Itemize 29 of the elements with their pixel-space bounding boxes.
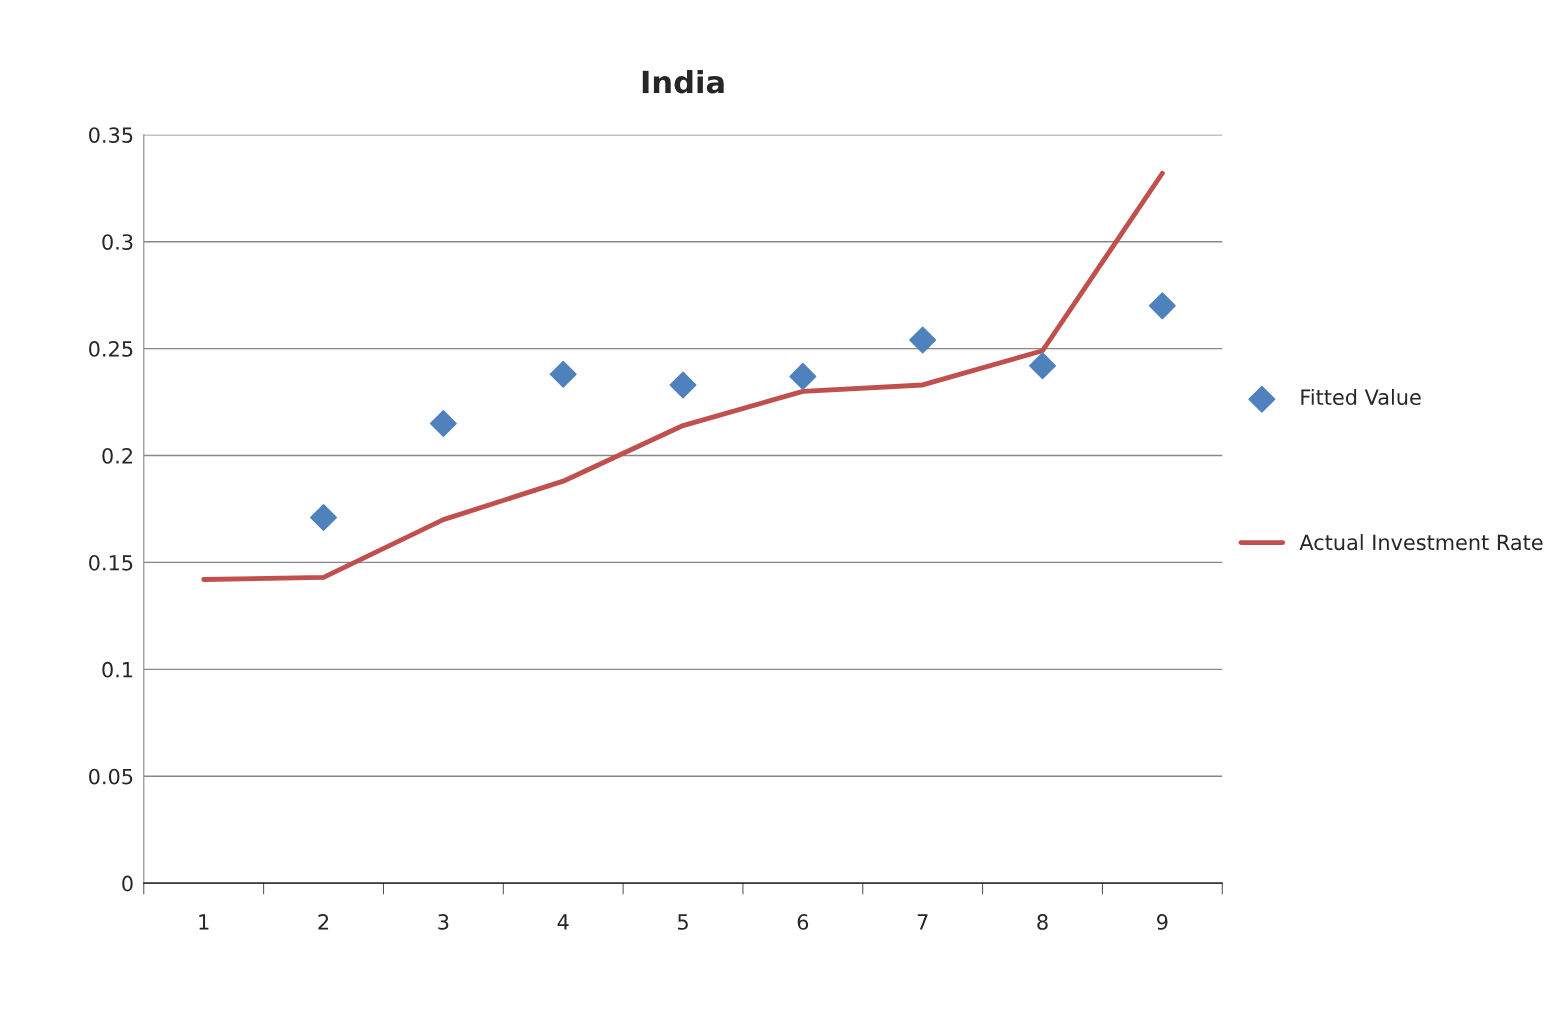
x-tick-label: 4 — [557, 914, 569, 930]
point — [1029, 352, 1057, 380]
point — [549, 360, 577, 388]
x-tick-label: 7 — [917, 914, 928, 930]
x-tick-label: 6 — [797, 914, 809, 930]
y-tick-label: 0.1 — [102, 661, 133, 678]
x-tick-label: 9 — [1157, 914, 1168, 930]
legend-label: Fitted Value — [1301, 388, 1421, 406]
x-tick-label: 3 — [438, 914, 449, 930]
x-tick-label: 8 — [1037, 914, 1048, 930]
point — [1148, 292, 1176, 320]
y-tick-label: 0.05 — [89, 768, 133, 785]
point — [669, 371, 697, 399]
y-tick-label: 0.25 — [89, 341, 133, 357]
chart-title: India — [642, 69, 724, 94]
x-tick-label: 1 — [199, 914, 209, 930]
point — [789, 362, 817, 390]
point — [909, 326, 937, 354]
x-tick-label: 2 — [318, 914, 329, 930]
line-series — [201, 170, 1165, 582]
x-tick-label: 5 — [678, 914, 688, 930]
y-tick-label: 0.3 — [102, 234, 133, 250]
point — [310, 504, 338, 532]
legend-label: Actual Investment Rate — [1299, 534, 1543, 551]
y-tick-label: 0.2 — [102, 447, 132, 464]
point — [429, 409, 457, 437]
y-tick-label: 0.15 — [89, 554, 133, 571]
y-tick-label: 0.35 — [89, 127, 133, 143]
y-tick-label: 0 — [122, 875, 133, 892]
